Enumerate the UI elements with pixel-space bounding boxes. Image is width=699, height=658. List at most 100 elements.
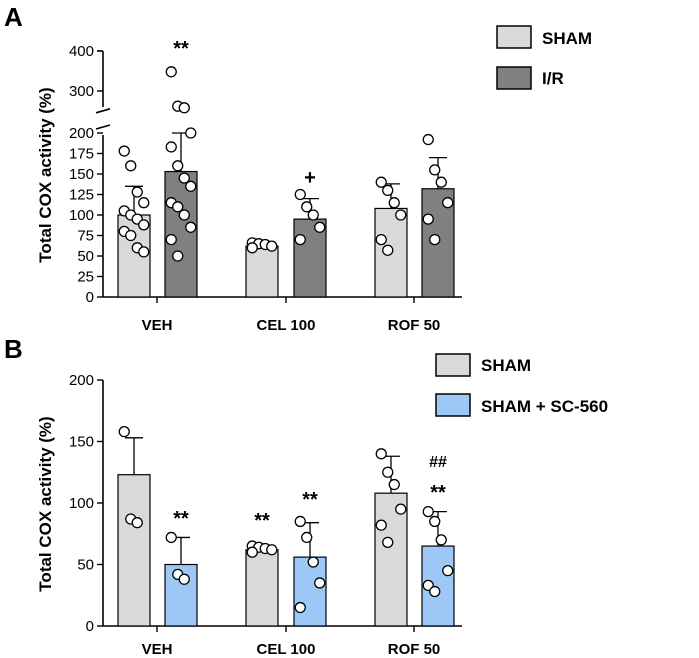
panel-a-data-point xyxy=(246,242,258,254)
panel-a-data-point xyxy=(178,102,190,114)
panel-a-data-point xyxy=(429,233,441,246)
panel-a-data-point xyxy=(382,184,394,197)
panel-a-data-point xyxy=(382,244,394,256)
panel-b-significance-marker: ** xyxy=(254,510,270,532)
panel-a-data-point xyxy=(185,127,197,139)
panel-a-data-point xyxy=(131,186,143,198)
panel-a-data-point xyxy=(125,229,137,242)
panel-b-data-point xyxy=(266,544,278,556)
panel-b-data-point xyxy=(395,503,407,515)
panel-b-data-point xyxy=(307,556,319,568)
panel-a-data-point xyxy=(442,197,454,209)
panel-a-data-point xyxy=(165,66,177,78)
panel-b-data-point xyxy=(131,517,143,529)
panel-a-data-point xyxy=(125,160,137,172)
panel-a-data-point xyxy=(266,240,278,252)
panel-b-data-point xyxy=(294,515,306,528)
panel-b-significance-marker: ** xyxy=(302,489,318,511)
panel-a-x-tick-label: CEL 100 xyxy=(257,317,316,334)
panel-b-y-tick-label: 200 xyxy=(69,372,94,389)
panel-letter-b: B xyxy=(4,334,23,364)
panel-b-data-point xyxy=(382,466,394,478)
panel-a-legend: SHAM I/R xyxy=(496,25,592,90)
panel-a-data-point xyxy=(307,209,319,221)
panel-a-bars: VEH CEL 100 ROF 50 ** + xyxy=(117,38,455,334)
panel-b-data-point xyxy=(429,515,441,528)
panel-a-y-tick-label: 50 xyxy=(77,248,94,265)
panel-a-data-point xyxy=(165,233,177,246)
legend-a-label-ir: I/R xyxy=(542,69,564,88)
panel-b-y-tick-label: 150 xyxy=(69,434,94,451)
legend-a-swatch-ir xyxy=(496,66,532,90)
panel-a-data-point xyxy=(294,188,306,201)
panel-a-data-point xyxy=(395,209,407,221)
panel-a-x-tick-label: ROF 50 xyxy=(388,317,441,334)
panel-a-data-point xyxy=(435,176,447,188)
panel-a-y-tick-label: 25 xyxy=(77,269,94,286)
panel-a-y-tick-label: 150 xyxy=(69,166,94,183)
panel-a-data-point xyxy=(429,164,441,176)
panel-a-data-point xyxy=(375,176,387,188)
panel-b-x-tick-label: VEH xyxy=(142,641,173,658)
panel-b-bar xyxy=(117,474,151,627)
panel-a-axis-break-mark xyxy=(95,108,111,114)
panel-a-significance-marker: ** xyxy=(173,38,189,60)
panel-a-y-tick-label: 300 xyxy=(69,83,94,100)
panel-a-y-tick-label: 0 xyxy=(86,289,94,306)
panel-a-bar xyxy=(245,245,279,298)
panel-a-data-point xyxy=(185,180,197,192)
panel-a-data-point xyxy=(172,160,184,172)
panel-b-data-point xyxy=(118,426,130,438)
panel-b-data-point xyxy=(301,531,313,544)
panel-b-data-point xyxy=(178,573,190,585)
legend-a-label-sham: SHAM xyxy=(542,29,592,48)
panel-b-data-point xyxy=(246,546,258,558)
panel-b-data-point xyxy=(382,536,394,549)
panel-a-y-tick-label: 175 xyxy=(69,146,94,163)
panel-a-data-point xyxy=(165,141,177,153)
panel-b-data-point xyxy=(429,585,441,598)
panel-a-data-point xyxy=(138,197,150,209)
legend-a-swatch-sham xyxy=(496,25,532,49)
panel-b-legend: SHAM SHAM + SC-560 xyxy=(435,353,608,417)
panel-b-x-tick-label: CEL 100 xyxy=(257,641,316,658)
panel-a-axes: 0 25 50 75 100 125 150 175 200 300 400 xyxy=(69,43,462,306)
panel-a-data-point xyxy=(138,246,150,258)
panel-a-data-point xyxy=(138,219,150,231)
panel-a-data-point xyxy=(178,209,190,221)
panel-a-data-point xyxy=(118,145,130,157)
panel-a-y-tick-label: 200 xyxy=(69,125,94,142)
legend-b-label-sc560: SHAM + SC-560 xyxy=(481,397,608,416)
panel-letter-a: A xyxy=(4,2,23,32)
panel-b-significance-marker: ## xyxy=(429,454,447,471)
panel-b-data-point xyxy=(314,577,326,589)
panel-a-data-point xyxy=(314,221,326,233)
panel-a-data-point xyxy=(422,213,434,225)
panel-a-data-point xyxy=(375,233,387,246)
panel-b-bar xyxy=(245,549,279,627)
legend-b-swatch-sham xyxy=(435,353,471,377)
panel-b-data-point xyxy=(422,505,434,518)
panel-b-y-tick-label: 50 xyxy=(77,557,94,574)
panel-a-data-point xyxy=(178,172,190,184)
panel-b-bars: VEH CEL 100 ROF 50 ** ** ** ** ## xyxy=(117,426,455,658)
panel-b-data-point xyxy=(375,448,387,460)
panel-a-y-tick-label: 100 xyxy=(69,207,94,224)
panel-b-data-point xyxy=(375,519,387,531)
panel-a-y-tick-label: 125 xyxy=(69,187,94,204)
panel-a-data-point xyxy=(172,250,184,262)
panel-b-data-point xyxy=(435,534,447,546)
panel-a-y-tick-label: 75 xyxy=(77,228,94,245)
panel-b-significance-marker: ** xyxy=(173,508,189,530)
panel-b-bar xyxy=(293,556,327,627)
panel-b-data-point xyxy=(442,565,454,577)
panel-a-x-tick-label: VEH xyxy=(142,317,173,334)
panel-a-data-point xyxy=(388,197,400,209)
panel-b-y-axis-title: Total COX activity (%) xyxy=(36,416,55,591)
panel-a-data-point xyxy=(301,201,313,213)
panel-a-axis-break-mark xyxy=(95,124,111,130)
panel-a-data-point xyxy=(294,233,306,246)
panel-a-data-point xyxy=(422,133,434,146)
panel-b-data-point xyxy=(294,601,306,614)
